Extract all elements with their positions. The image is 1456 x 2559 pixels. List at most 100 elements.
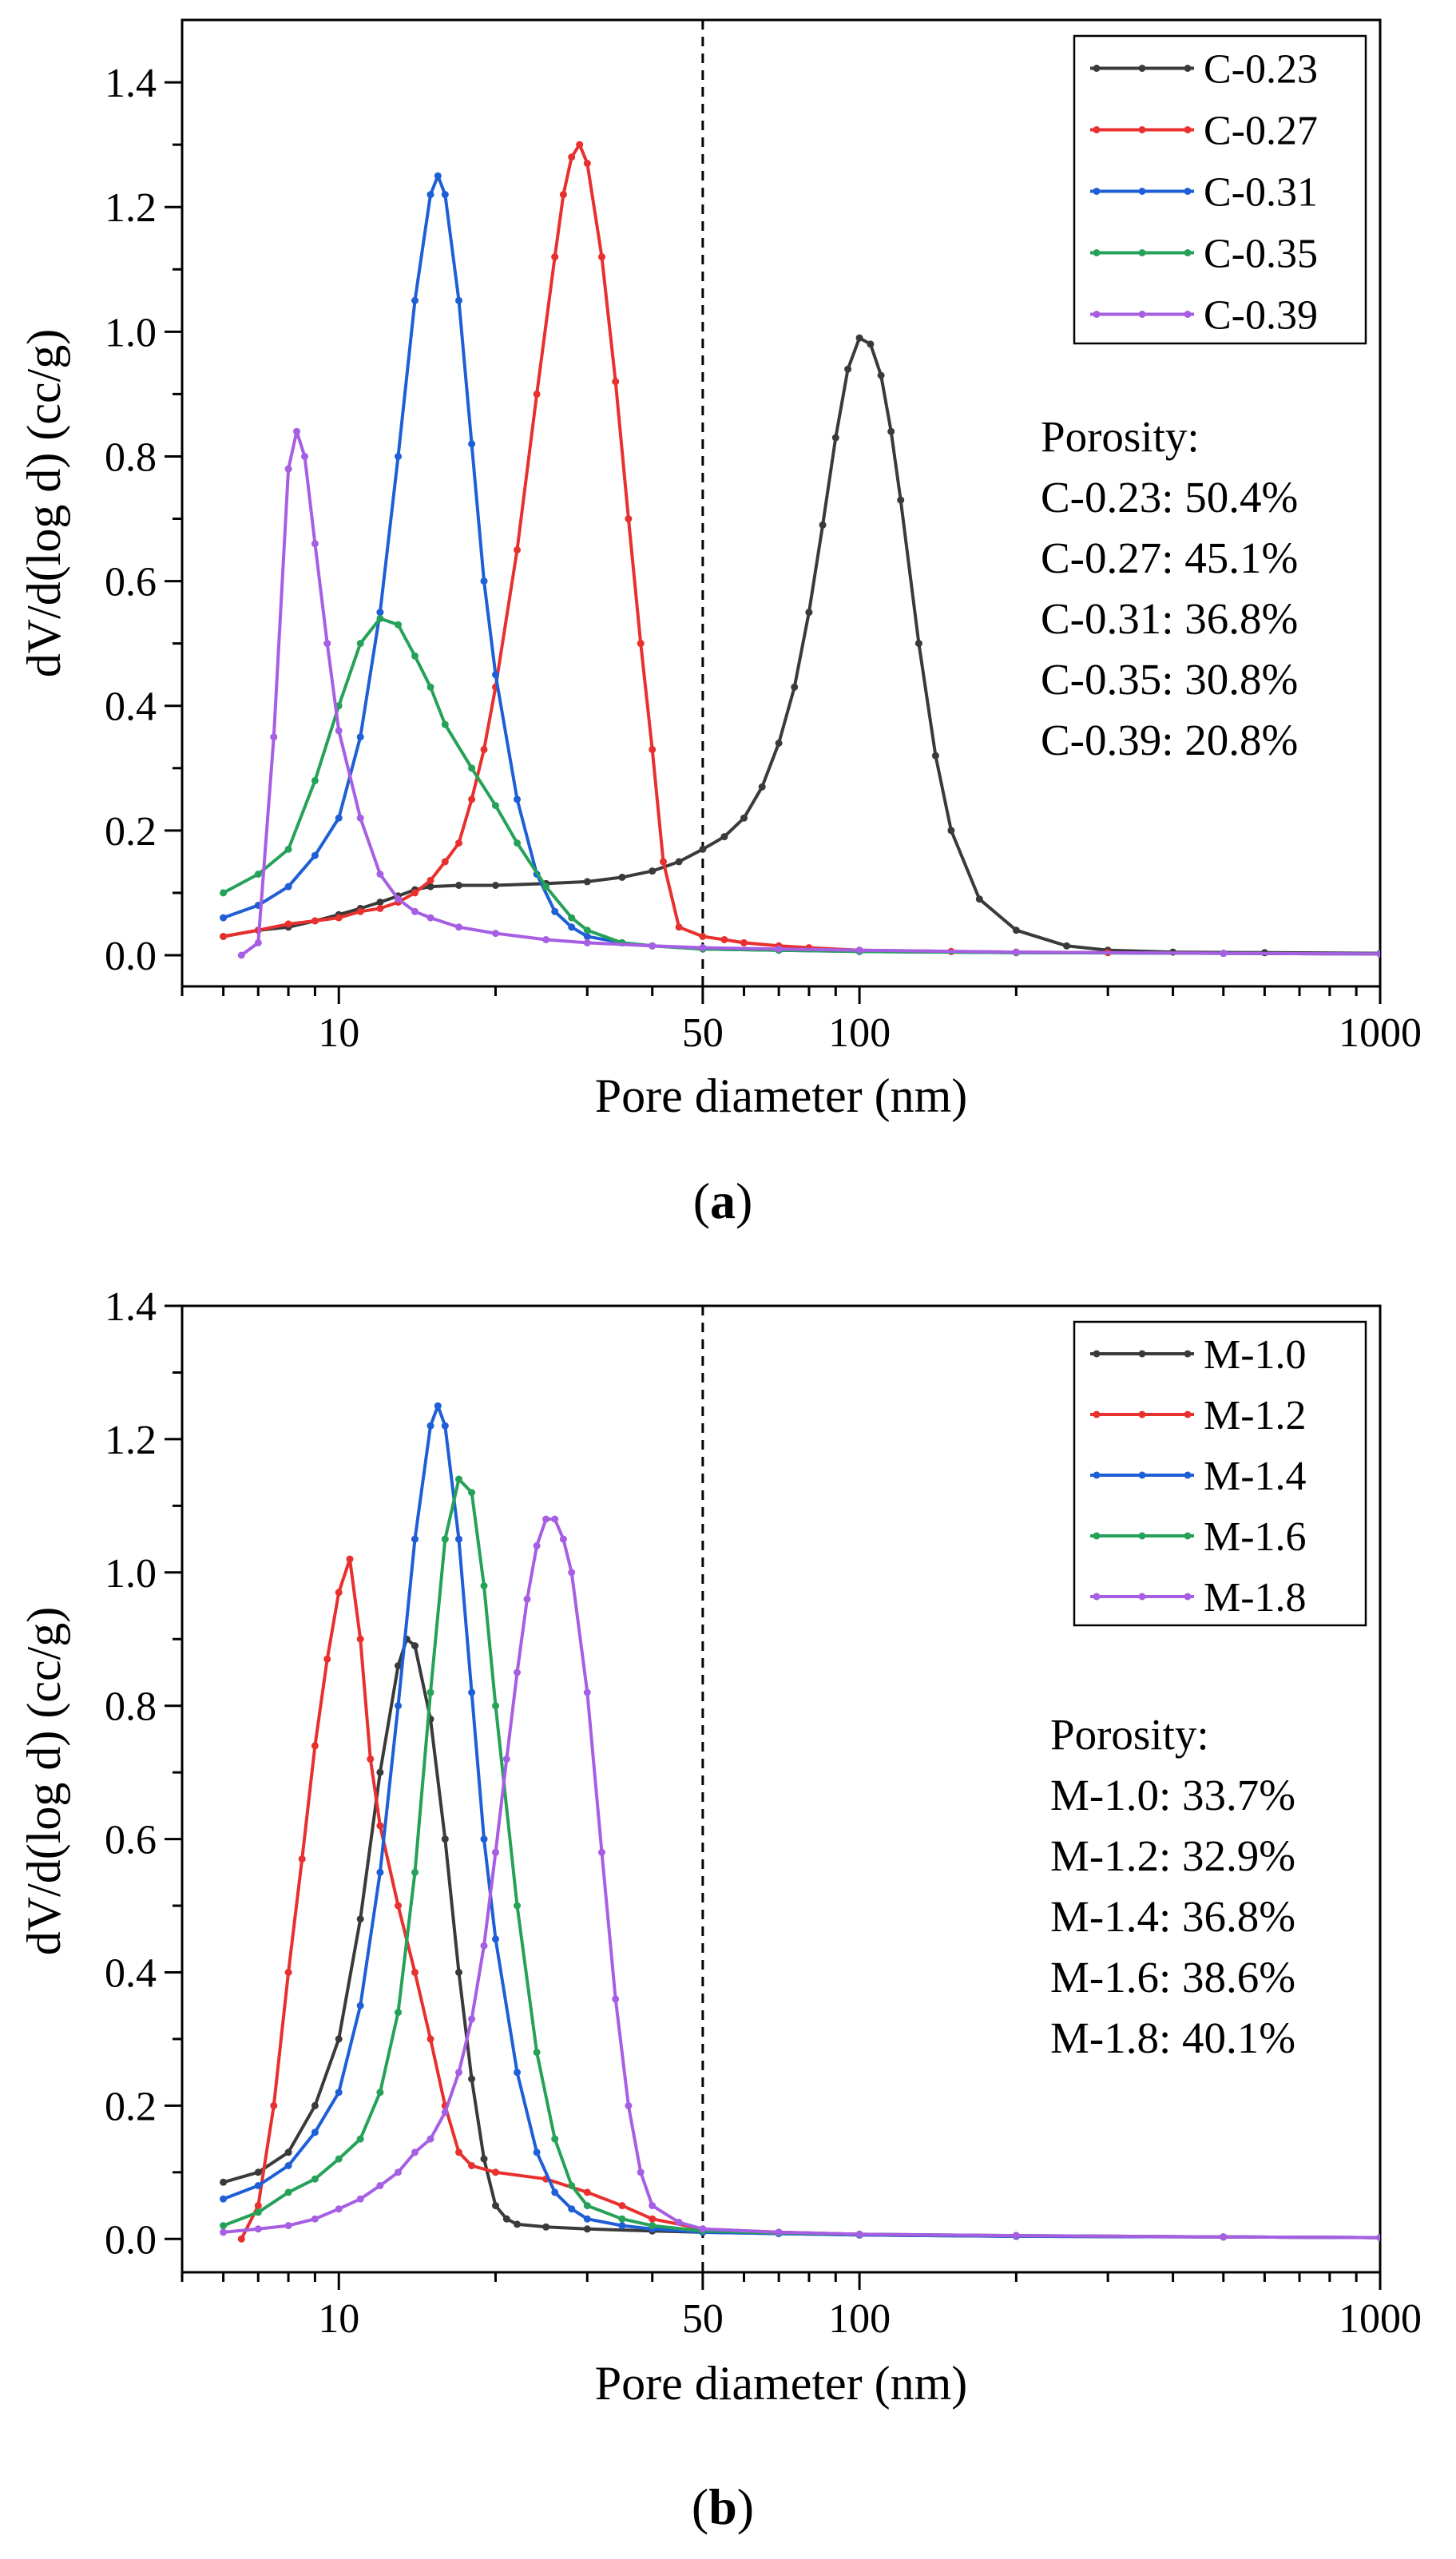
data-point <box>740 938 748 946</box>
data-point <box>411 652 419 660</box>
data-point <box>551 1515 559 1523</box>
data-point <box>568 153 576 161</box>
data-point <box>523 1595 531 1603</box>
data-point <box>583 2225 591 2233</box>
data-point <box>254 2168 262 2176</box>
legend-marker <box>1138 249 1146 256</box>
data-point <box>254 2225 262 2233</box>
data-point <box>356 1915 364 1923</box>
legend: C-0.23 C-0.27 C-0.31 C-0.35 C-0.39 <box>1073 34 1367 345</box>
data-point <box>551 253 559 261</box>
data-point <box>441 191 449 199</box>
data-point <box>468 795 476 803</box>
data-point <box>301 453 308 460</box>
data-point <box>492 802 499 810</box>
data-point <box>395 621 402 629</box>
data-point <box>468 1489 476 1497</box>
legend-marker <box>1138 1593 1146 1601</box>
data-point <box>583 2215 591 2223</box>
data-point <box>931 752 939 760</box>
data-point <box>559 191 567 199</box>
data-point <box>468 2075 476 2083</box>
data-point <box>598 253 605 261</box>
data-point <box>395 1662 402 1670</box>
data-point <box>649 2215 657 2223</box>
data-point <box>284 1969 292 1976</box>
data-point <box>441 1422 449 1430</box>
data-point <box>270 2101 278 2109</box>
data-point <box>542 1515 550 1523</box>
legend-marker <box>1138 1471 1146 1479</box>
data-point <box>551 2188 559 2196</box>
data-point <box>335 1589 343 1597</box>
series-line-m-1-8 <box>223 1518 1380 2240</box>
data-point <box>284 2162 292 2169</box>
data-point <box>284 2148 292 2156</box>
y-tick-label: 0.4 <box>105 1950 157 1996</box>
legend-label: C-0.31 <box>1204 170 1318 216</box>
y-tick-label: 0.6 <box>105 1818 157 1863</box>
data-point <box>311 2175 319 2183</box>
data-point <box>637 2168 645 2176</box>
x-tick-label: 50 <box>682 1010 724 1056</box>
data-point <box>568 2205 576 2213</box>
data-point <box>455 923 462 931</box>
data-point <box>254 2208 262 2216</box>
data-point <box>455 2148 462 2156</box>
legend-marker <box>1138 188 1146 195</box>
y-tick-label: 1.0 <box>105 310 157 355</box>
y-tick-label: 0.0 <box>105 2217 157 2263</box>
data-point <box>649 942 657 950</box>
porosity-line: C-0.31: 36.8% <box>1041 594 1298 643</box>
data-point <box>356 733 364 741</box>
legend-marker <box>1184 1532 1192 1540</box>
porosity-line: C-0.35: 30.8% <box>1041 655 1298 704</box>
legend-marker <box>1184 1350 1192 1358</box>
data-point <box>583 938 591 946</box>
data-point <box>346 1555 354 1563</box>
y-axis-ticks: 0.0 0.2 0.4 0.6 0.8 1.0 1.2 1.4 <box>105 1284 182 2263</box>
data-point <box>844 365 852 373</box>
data-point <box>720 936 728 943</box>
data-point <box>284 465 292 473</box>
data-point <box>254 938 262 946</box>
data-point <box>480 1582 488 1589</box>
porosity-line: C-0.27: 45.1% <box>1041 534 1298 582</box>
data-point <box>335 2155 343 2163</box>
data-point <box>583 160 591 167</box>
legend-label: C-0.27 <box>1204 109 1318 154</box>
data-point <box>455 882 462 889</box>
data-point <box>434 1402 442 1410</box>
data-point <box>395 1902 402 1910</box>
legend-marker <box>1138 1410 1146 1418</box>
data-point <box>220 933 228 940</box>
data-point <box>220 2228 228 2236</box>
porosity-line: M-1.0: 33.7% <box>1050 1771 1295 1819</box>
legend-label: M-1.2 <box>1204 1393 1307 1438</box>
data-point <box>492 2202 499 2210</box>
data-point <box>492 1702 499 1710</box>
series-layer <box>220 1402 1380 2243</box>
data-point <box>376 899 384 907</box>
legend-marker <box>1184 1410 1192 1418</box>
data-point <box>411 2148 419 2156</box>
x-tick-label: 1000 <box>1339 1010 1422 1056</box>
data-point <box>831 434 839 442</box>
data-point <box>598 1848 605 1856</box>
data-point <box>1063 942 1070 950</box>
data-point <box>699 2225 707 2233</box>
porosity-annotation: Porosity: M-1.0: 33.7% M-1.2: 32.9% M-1.4: … <box>1050 1710 1295 2062</box>
legend-marker <box>1184 311 1192 318</box>
data-point <box>480 1942 488 1950</box>
data-point <box>220 889 228 897</box>
legend-marker <box>1093 1471 1101 1479</box>
data-point <box>323 1655 331 1663</box>
data-point <box>426 2035 434 2043</box>
data-point <box>356 2002 364 2010</box>
data-point <box>514 1668 521 1676</box>
data-point <box>542 883 550 891</box>
legend-marker <box>1093 1593 1101 1601</box>
x-tick-label: 100 <box>828 2296 891 2342</box>
data-point <box>675 2218 683 2226</box>
data-point <box>455 2069 462 2077</box>
